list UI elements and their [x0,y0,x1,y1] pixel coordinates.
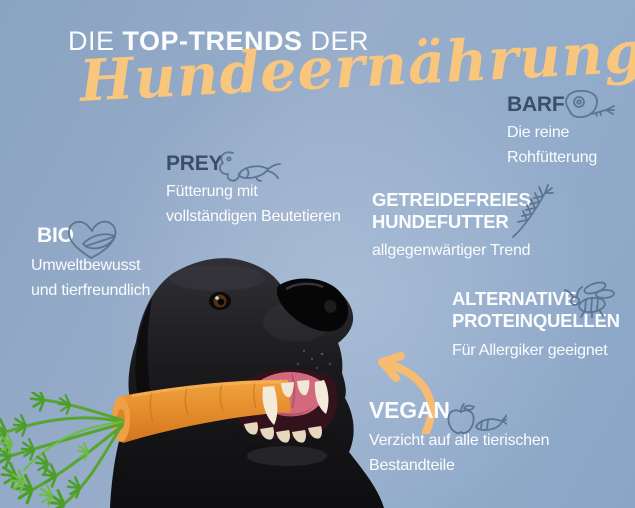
trend-vegan-desc: Bestandteile [369,456,455,474]
trend-grainfree-heading: GETREIDEFREIES [372,189,531,210]
trend-grainfree: GETREIDEFREIES HUNDEFUTTER allgegenwärti… [372,184,554,264]
trend-prey-desc: vollständigen Beutetieren [166,207,341,225]
trend-barf-desc: Die reine [507,124,570,141]
trend-altprotein-heading: PROTEINQUELLEN [452,310,620,331]
trend-prey-desc: Fütterung mit [166,183,258,200]
trend-bio: BIO Umweltbewusst und tierfreundlich [31,220,151,303]
trend-altprotein-heading: ALTERNATIVE [452,288,577,309]
trend-vegan-heading: VEGAN [369,397,450,423]
insect-icon [562,276,617,318]
wheat-icon [504,183,556,239]
apple-carrot-icon [445,401,507,443]
trend-grainfree-desc: allgegenwärtiger Trend [372,242,531,259]
trend-bio-heading: BIO [37,224,74,247]
trend-barf: BARF Die reine Rohfütterung [507,89,615,170]
heart-leaf-icon [61,216,125,264]
raw-meat-icon [559,87,615,127]
trend-bio-desc: und tierfreundlich [31,281,151,299]
trend-prey: PREY Fütterung mit vollständigen Beuteti… [166,151,341,229]
vegan-arrow [360,348,448,436]
trend-altprotein-desc: Für Allergiker geeignet [452,342,608,359]
title-word: DER [310,26,370,56]
trend-altprotein: ALTERNATIVE PROTEINQUELLEN Für Allergike… [452,281,620,364]
trend-barf-heading: BARF [507,93,565,116]
trend-vegan: VEGAN Verzicht auf alle tierischen Besta… [369,397,549,478]
trend-prey-heading: PREY [166,152,223,175]
trend-vegan-desc: Verzicht auf alle tierischen [369,432,550,449]
trend-grainfree-heading: HUNDEFUTTER [372,211,509,232]
title-word: DIE [68,26,115,56]
trend-bio-desc: Umweltbewusst [31,257,141,274]
page-title: DIE TOP-TRENDS DER [68,26,377,57]
dog-photo [92,256,412,508]
trend-barf-desc: Rohfütterung [507,148,598,166]
carrot-greens [0,386,170,508]
prey-animal-icon [214,144,282,189]
title-word-bold: TOP-TRENDS [122,26,303,56]
black-labrador-illustration [110,258,384,508]
